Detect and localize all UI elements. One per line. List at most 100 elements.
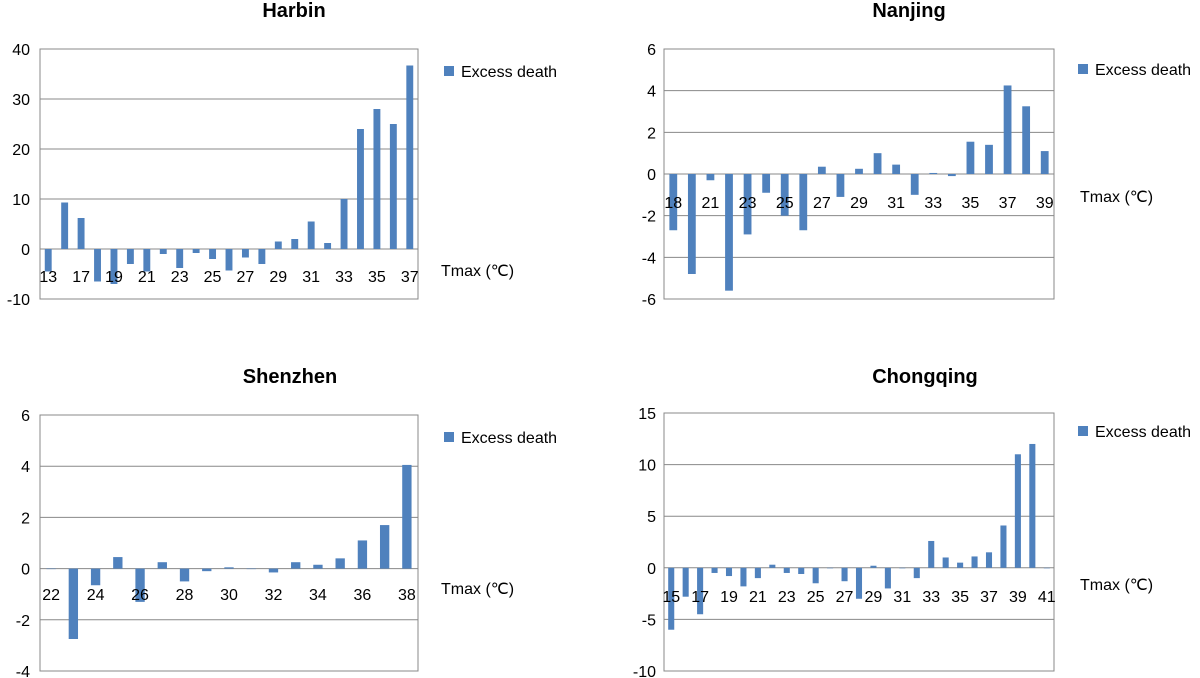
y-tick-label: 0: [21, 242, 30, 259]
chart-title: Shenzhen: [243, 366, 337, 388]
plot-area: [39, 414, 419, 672]
bar: [682, 567, 689, 597]
bar: [743, 174, 752, 235]
plot-area: [663, 48, 1055, 300]
x-tick-label: 19: [720, 589, 738, 606]
x-tick-label: 33: [335, 269, 353, 286]
y-tick-label: 0: [647, 167, 656, 184]
bar: [224, 567, 234, 569]
bar: [725, 567, 733, 577]
x-tick-label: 19: [105, 269, 123, 286]
bar: [225, 249, 233, 271]
legend-swatch: [1078, 426, 1088, 436]
bar: [379, 525, 390, 569]
bar: [179, 568, 190, 582]
y-tick-label: 5: [647, 509, 656, 526]
bar: [711, 567, 718, 573]
bar: [357, 129, 364, 249]
x-axis-label: Tmax (℃): [1080, 189, 1153, 206]
bar: [1003, 85, 1012, 174]
x-tick-label: 25: [776, 195, 794, 212]
bar: [884, 567, 891, 589]
x-tick-label: 41: [1038, 589, 1056, 606]
x-tick-label: 39: [1009, 589, 1027, 606]
bar: [68, 568, 79, 639]
chart-panel-chongqing: Chongqing -10 -5 0 5 10 15 15 17 19 21 23 25 27 29 31 33…: [633, 366, 1191, 678]
x-axis-label: Tmax (℃): [441, 581, 514, 598]
y-tick-label: -10: [633, 664, 656, 678]
x-tick-label: 27: [813, 195, 831, 212]
y-tick-label: 0: [647, 561, 656, 578]
bar: [957, 562, 964, 568]
y-tick-label: -2: [642, 209, 656, 226]
y-tick-label: 6: [21, 408, 30, 425]
bar: [335, 558, 345, 569]
bar: [246, 568, 256, 570]
x-tick-label: 26: [131, 587, 149, 604]
bar: [202, 568, 212, 572]
legend-label: Excess death: [1095, 424, 1191, 441]
bar: [46, 568, 56, 570]
x-axis-label: Tmax (℃): [1080, 577, 1153, 594]
bar: [324, 243, 332, 249]
bar: [406, 65, 414, 249]
bar: [110, 249, 118, 284]
bar: [892, 164, 901, 174]
bar: [1000, 525, 1007, 568]
bar: [668, 567, 675, 630]
x-tick-label: 37: [401, 269, 419, 286]
x-tick-label: 15: [662, 589, 680, 606]
bar: [274, 241, 282, 249]
bar: [313, 564, 323, 569]
bar: [769, 564, 776, 568]
bar: [291, 239, 299, 249]
bar: [159, 249, 167, 254]
bar: [799, 174, 808, 231]
bar: [942, 557, 949, 568]
x-tick-label: 37: [980, 589, 998, 606]
bar: [817, 166, 826, 174]
bar: [291, 562, 301, 569]
bar: [258, 249, 266, 264]
bar: [209, 249, 217, 259]
bar: [706, 174, 715, 181]
x-tick-label: 38: [398, 587, 416, 604]
x-tick-label: 39: [1036, 195, 1054, 212]
y-tick-label: -5: [642, 612, 656, 629]
bar: [783, 567, 790, 573]
bar: [928, 540, 935, 568]
bar: [697, 567, 704, 615]
bar: [389, 124, 397, 249]
x-tick-label: 17: [72, 269, 90, 286]
y-tick-label: 20: [12, 142, 30, 159]
bar: [947, 174, 956, 177]
x-tick-label: 36: [354, 587, 372, 604]
y-tick-label: -4: [16, 664, 30, 678]
bar: [812, 567, 819, 584]
x-tick-label: 22: [42, 587, 60, 604]
y-tick-label: 40: [12, 42, 30, 59]
bar: [873, 153, 882, 174]
bar: [985, 552, 993, 568]
y-tick-label: 4: [647, 84, 656, 101]
x-tick-label: 37: [999, 195, 1017, 212]
x-tick-label: 33: [922, 589, 940, 606]
bar: [77, 218, 85, 249]
y-tick-label: -2: [16, 613, 30, 630]
bar: [1014, 454, 1021, 568]
x-tick-label: 21: [138, 269, 156, 286]
bar: [340, 199, 348, 249]
bar: [836, 174, 845, 197]
x-tick-label: 18: [664, 195, 682, 212]
y-tick-label: 10: [12, 192, 30, 209]
x-tick-label: 32: [265, 587, 283, 604]
x-axis-label: Tmax (℃): [441, 263, 514, 280]
bar: [913, 567, 920, 579]
x-tick-label: 31: [887, 195, 905, 212]
x-tick-label: 27: [237, 269, 255, 286]
x-tick-label: 31: [893, 589, 911, 606]
x-tick-label: 21: [749, 589, 767, 606]
